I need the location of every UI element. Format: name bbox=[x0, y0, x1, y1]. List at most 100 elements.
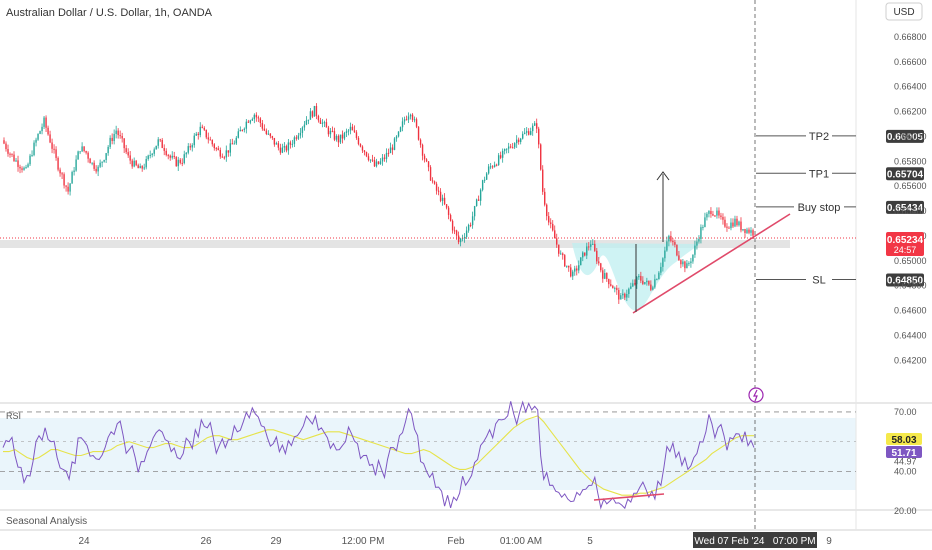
price-tick-label: 0.66000 bbox=[894, 131, 927, 141]
candle-body bbox=[469, 224, 472, 226]
candle-body bbox=[680, 260, 682, 265]
candle-body bbox=[35, 139, 37, 143]
candle-body bbox=[566, 265, 568, 267]
candle-body bbox=[309, 111, 312, 120]
candle-body bbox=[503, 149, 506, 151]
levels-layer: TP2 0.66005 TP1 0.65704 Buy stop 0.65434 SL 0.6… bbox=[756, 127, 924, 288]
candle-body bbox=[177, 159, 179, 167]
candle-body bbox=[139, 166, 141, 169]
candle-body bbox=[147, 155, 149, 160]
candle-body bbox=[215, 148, 217, 150]
level-label: Buy stop bbox=[798, 202, 841, 214]
candle-body bbox=[15, 160, 17, 162]
candle-body bbox=[584, 252, 586, 256]
candle-body bbox=[736, 218, 738, 226]
candle-body bbox=[676, 244, 678, 256]
candle-body bbox=[161, 140, 163, 148]
candle-body bbox=[588, 246, 590, 248]
candle-body bbox=[265, 130, 268, 134]
candle-body bbox=[227, 150, 230, 153]
candle-body bbox=[337, 135, 340, 143]
candle-body bbox=[658, 272, 660, 280]
candle-body bbox=[201, 126, 203, 128]
price-tick-label: 0.64800 bbox=[894, 281, 927, 291]
candle-body bbox=[131, 160, 133, 167]
candle-body bbox=[333, 131, 336, 140]
currency-button[interactable] bbox=[885, 2, 923, 21]
candle-body bbox=[534, 123, 536, 126]
candle-body bbox=[399, 127, 402, 132]
candle-body bbox=[245, 121, 248, 129]
candle-body bbox=[644, 282, 646, 284]
candle-body bbox=[167, 155, 169, 157]
candle-body bbox=[688, 263, 690, 265]
candle-body bbox=[387, 152, 390, 154]
candle-body bbox=[367, 156, 370, 160]
candle-body bbox=[471, 216, 474, 226]
candle-body bbox=[321, 122, 324, 124]
candle-body bbox=[425, 159, 428, 162]
candle-body bbox=[71, 171, 73, 184]
current-price-value: 0.65234 bbox=[887, 235, 924, 246]
candle-body bbox=[133, 160, 135, 167]
candle-body bbox=[235, 137, 238, 144]
candle-body bbox=[610, 284, 612, 286]
candle-body bbox=[381, 157, 384, 162]
candle-body bbox=[692, 254, 694, 262]
level-label: TP1 bbox=[809, 168, 829, 180]
candle-body bbox=[77, 151, 79, 160]
candle-body bbox=[433, 181, 436, 184]
candle-body bbox=[341, 134, 344, 139]
candle-body bbox=[495, 164, 498, 166]
candle-body bbox=[253, 114, 256, 120]
candle-body bbox=[121, 136, 123, 139]
candle-body bbox=[295, 137, 298, 139]
candle-body bbox=[279, 147, 282, 153]
candle-body bbox=[594, 243, 596, 251]
candle-body bbox=[239, 129, 242, 132]
currency-label: USD bbox=[893, 7, 914, 18]
candle-body bbox=[27, 164, 29, 168]
time-tick-label: Feb bbox=[447, 536, 465, 547]
candle-body bbox=[351, 126, 354, 131]
candle-body bbox=[429, 167, 432, 181]
candle-body bbox=[640, 275, 642, 281]
price-tick-label: 0.65600 bbox=[894, 181, 927, 191]
seasonal-label[interactable]: Seasonal Analysis bbox=[6, 516, 87, 527]
candle-body bbox=[497, 155, 500, 166]
candle-body bbox=[485, 173, 488, 180]
candle-body bbox=[119, 135, 121, 137]
lightning-icon[interactable] bbox=[748, 387, 764, 403]
candle-body bbox=[608, 278, 610, 285]
candle-body bbox=[449, 214, 452, 221]
rsi-divergence-line bbox=[593, 493, 665, 501]
candle-body bbox=[576, 268, 578, 271]
candle-body bbox=[389, 147, 392, 154]
time-tick-label: 01:00 AM bbox=[500, 536, 542, 547]
candle-body bbox=[371, 159, 374, 161]
candle-body bbox=[83, 146, 85, 152]
candle-body bbox=[467, 224, 470, 231]
candle-body bbox=[606, 273, 608, 279]
candle-body bbox=[373, 160, 376, 167]
candle-body bbox=[728, 227, 730, 229]
current-price-badge bbox=[886, 232, 924, 256]
candle-body bbox=[263, 128, 266, 131]
candle-body bbox=[355, 132, 358, 138]
candle-body bbox=[359, 144, 362, 147]
candle-body bbox=[413, 119, 416, 121]
rsi-level-label: 70.00 bbox=[894, 407, 917, 417]
candle-body bbox=[241, 129, 244, 131]
candle-body bbox=[451, 220, 454, 231]
candle-body bbox=[51, 142, 53, 149]
candle-body bbox=[59, 169, 61, 174]
candle-body bbox=[463, 236, 466, 239]
candle-body bbox=[223, 157, 225, 159]
time-tick-label: 29 bbox=[270, 536, 282, 547]
candle-body bbox=[115, 130, 117, 134]
candle-body bbox=[421, 144, 424, 156]
time-tick-label: 5 bbox=[587, 536, 593, 547]
candle-body bbox=[307, 119, 310, 121]
candle-body bbox=[93, 162, 95, 169]
candle-body bbox=[443, 197, 446, 205]
